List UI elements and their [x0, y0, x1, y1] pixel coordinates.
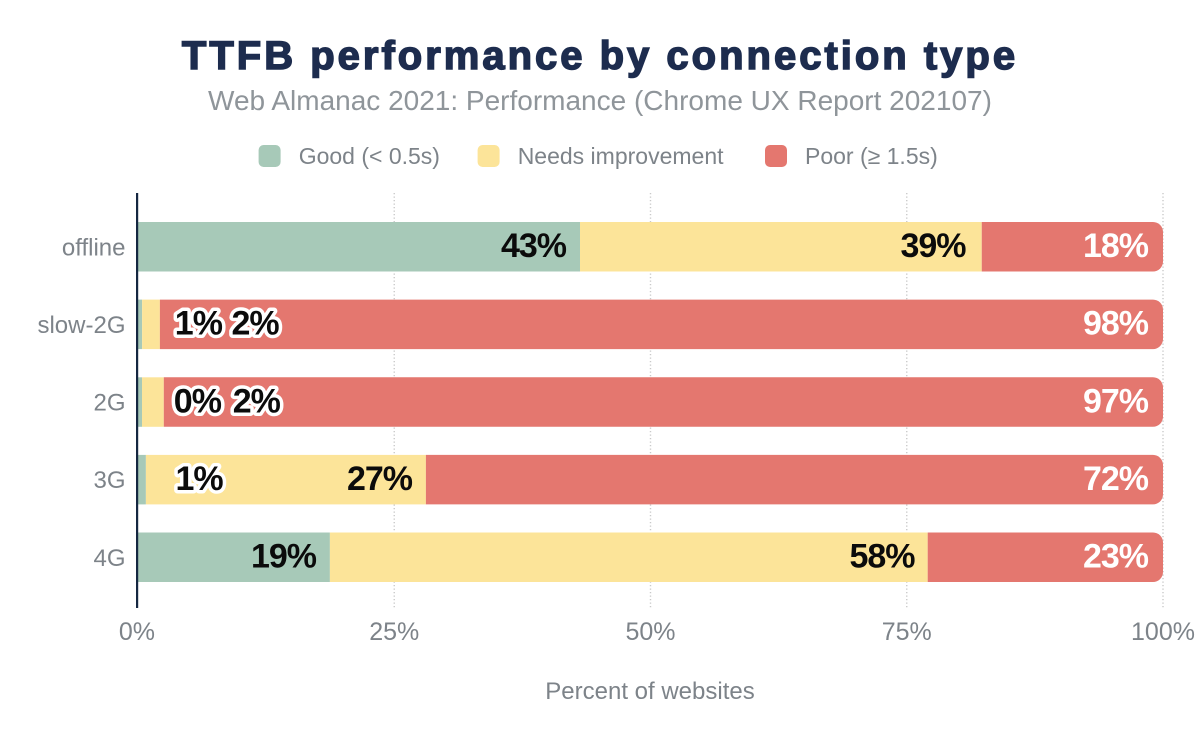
svg-text:43%: 43%: [501, 227, 567, 265]
svg-text:50%: 50%: [625, 618, 675, 646]
svg-text:Good (< 0.5s): Good (< 0.5s): [299, 143, 440, 169]
svg-text:100%: 100%: [1131, 618, 1195, 646]
svg-text:98%: 98%: [1083, 305, 1149, 343]
svg-text:97%: 97%: [1083, 382, 1149, 420]
svg-text:58%: 58%: [849, 538, 915, 576]
svg-text:1%: 1%: [176, 460, 224, 498]
svg-text:19%: 19%: [251, 538, 317, 576]
svg-text:Percent of websites: Percent of websites: [545, 678, 754, 705]
svg-text:0%: 0%: [119, 618, 155, 646]
svg-text:4G: 4G: [93, 545, 125, 572]
svg-text:72%: 72%: [1083, 460, 1149, 498]
svg-text:2%: 2%: [232, 305, 280, 343]
svg-text:offline: offline: [62, 234, 126, 261]
svg-text:2G: 2G: [93, 390, 125, 417]
svg-text:Poor (≥ 1.5s): Poor (≥ 1.5s): [805, 143, 938, 169]
svg-text:Web Almanac 2021: Performance: Web Almanac 2021: Performance (Chrome UX…: [208, 85, 992, 116]
svg-text:39%: 39%: [900, 227, 966, 265]
svg-text:3G: 3G: [93, 467, 125, 494]
svg-text:Needs improvement: Needs improvement: [518, 143, 724, 169]
svg-text:2%: 2%: [233, 382, 281, 420]
svg-text:0%: 0%: [174, 382, 222, 420]
svg-text:slow-2G: slow-2G: [37, 312, 125, 339]
svg-text:1%: 1%: [175, 305, 223, 343]
svg-text:18%: 18%: [1083, 227, 1149, 265]
svg-text:75%: 75%: [882, 618, 932, 646]
svg-text:23%: 23%: [1083, 538, 1149, 576]
svg-text:25%: 25%: [369, 618, 419, 646]
svg-text:TTFB performance by connection: TTFB performance by connection type: [182, 34, 1018, 78]
svg-text:27%: 27%: [347, 460, 413, 498]
